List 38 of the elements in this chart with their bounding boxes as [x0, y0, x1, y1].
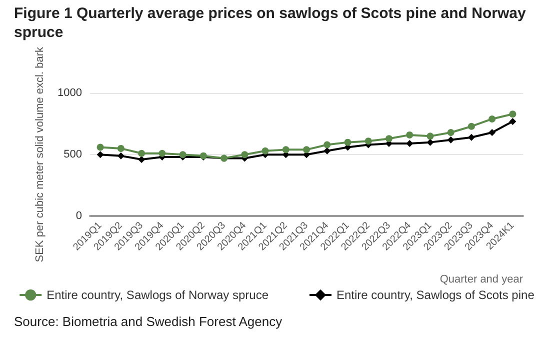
point — [509, 110, 516, 118]
point — [468, 134, 475, 141]
point — [426, 138, 434, 146]
point — [406, 131, 414, 138]
point — [488, 115, 496, 122]
point — [364, 138, 372, 145]
point — [406, 140, 414, 148]
chart-title: Figure 1 Quarterly average prices on sawlogs of Scots pine and Norway spruce — [14, 4, 527, 42]
point — [447, 128, 454, 136]
point — [179, 151, 186, 158]
point — [262, 147, 269, 154]
y-tick-label: 500 — [64, 148, 82, 161]
legend-label: Entire country, Sawlogs of Scots pine — [336, 288, 535, 302]
point — [282, 146, 290, 154]
point — [385, 135, 392, 142]
point — [158, 150, 166, 157]
source-note: Source: Biometria and Swedish Forest Agency — [14, 314, 282, 329]
point — [138, 156, 146, 164]
x-axis-title: Quarter and year — [440, 274, 524, 286]
point — [488, 128, 496, 136]
point — [447, 136, 454, 144]
point — [117, 144, 124, 152]
point — [426, 132, 434, 140]
point — [241, 151, 248, 158]
point — [96, 151, 104, 158]
point — [138, 150, 146, 157]
point — [96, 144, 104, 151]
y-axis-title: SEK per cubic meter solid volume excl. bark — [34, 46, 46, 262]
point — [324, 141, 331, 148]
y-tick-label: 1000 — [58, 87, 82, 100]
point — [303, 146, 310, 154]
point — [344, 138, 352, 146]
y-tick-label: 0 — [76, 210, 82, 222]
point — [324, 147, 331, 154]
point — [468, 122, 475, 130]
point — [117, 152, 124, 160]
legend-label: Entire country, Sawlogs of Norway spruce — [46, 288, 269, 302]
point — [509, 118, 516, 125]
